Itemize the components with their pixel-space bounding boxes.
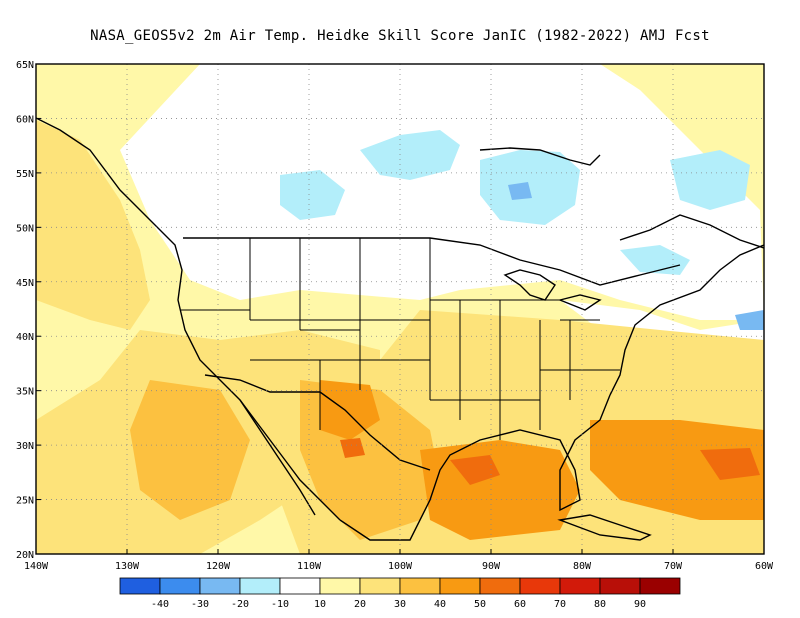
- cool-region-hudson-core: [508, 182, 532, 200]
- gulf-coastline: [339, 394, 611, 541]
- lon-tick-label: 140W: [24, 561, 49, 572]
- colorbar-label: 60: [514, 599, 526, 610]
- colorbar-swatch: [639, 577, 681, 595]
- lon-tick-label: 70W: [664, 561, 683, 572]
- lat-tick-label: 45N: [16, 278, 34, 289]
- colorbar-swatch: [199, 577, 241, 595]
- great-lakes: [503, 269, 602, 311]
- colorbar-label: 50: [474, 599, 486, 610]
- warm-region-atlantic: [590, 420, 764, 520]
- warm-region-northeast-pacific: [36, 120, 150, 330]
- colorbar-label: 40: [434, 599, 446, 610]
- lat-tick-label: 20N: [16, 550, 34, 561]
- colorbar-label: -10: [271, 599, 289, 610]
- lon-tick-label: 120W: [206, 561, 231, 572]
- lat-tick-label: 60N: [16, 114, 34, 125]
- lon-tick-label: 130W: [115, 561, 140, 572]
- colorbar-label: 90: [634, 599, 646, 610]
- lat-tick-label: 35N: [16, 387, 34, 398]
- lon-tick-label: 110W: [297, 561, 322, 572]
- warm-region-new-mexico: [320, 380, 380, 440]
- colorbar-label: 20: [354, 599, 366, 610]
- labrador-coast: [619, 214, 764, 249]
- colorbar-swatch: [559, 577, 601, 595]
- lon-tick-label: 100W: [388, 561, 413, 572]
- atlantic-coastline: [609, 244, 764, 396]
- boundaries-layer: [36, 117, 764, 541]
- warm-region-east-pacific: [130, 380, 250, 520]
- lat-tick-label: 40N: [16, 332, 34, 343]
- lon-tick-label: 60W: [755, 561, 774, 572]
- cool-region-prairies: [280, 170, 345, 220]
- map-title: NASA_GEOS5v2 2m Air Temp. Heidke Skill S…: [90, 28, 710, 44]
- lat-tick-label: 25N: [16, 496, 34, 507]
- north-no-skill-region: [120, 64, 764, 320]
- hudson-bay: [479, 147, 601, 166]
- state-lines: [180, 238, 620, 440]
- colorbar-label: -20: [231, 599, 249, 610]
- latitude-labels: 65N 60N 55N 50N 45N 40N 35N 30N 25N 20N: [16, 60, 41, 561]
- cool-region-atlantic: [735, 310, 764, 330]
- colorbar-swatch: [599, 577, 641, 595]
- colorbar-swatch: [439, 577, 481, 595]
- colorbar-label: -30: [191, 599, 209, 610]
- colorbar-swatch: [279, 577, 321, 595]
- pacific-coastline: [36, 117, 341, 521]
- colorbar-label: -40: [151, 599, 169, 610]
- colorbar-swatch: [399, 577, 441, 595]
- lon-tick-label: 90W: [482, 561, 501, 572]
- warm-region-gulf: [420, 440, 580, 540]
- colorbar-swatch: [359, 577, 401, 595]
- lat-tick-label: 30N: [16, 441, 34, 452]
- lat-tick-label: 55N: [16, 169, 34, 180]
- hot-region-atlantic: [700, 448, 760, 480]
- us-canada-border: [183, 237, 681, 286]
- colorbar-swatch: [479, 577, 521, 595]
- cuba: [557, 514, 652, 541]
- hot-region-texas: [340, 438, 365, 458]
- lat-tick-label: 50N: [16, 223, 34, 234]
- lon-tick-label: 80W: [573, 561, 592, 572]
- colorbar-swatch: [239, 577, 281, 595]
- lat-tick-label: 65N: [16, 60, 34, 71]
- colorbar-swatch: [519, 577, 561, 595]
- colorbar-swatch: [159, 577, 201, 595]
- colorbar-swatch: [119, 577, 161, 595]
- colorbar-label: 80: [594, 599, 606, 610]
- colorbar-label: 30: [394, 599, 406, 610]
- hot-region-gulf: [450, 455, 500, 485]
- colorbar-labels: -40 -30 -20 -10 10 20 30 40 50 60 70 80 90: [151, 599, 646, 610]
- baja-coast: [239, 399, 316, 516]
- cool-region-north-central: [360, 130, 460, 180]
- skill-score-field: [36, 64, 764, 554]
- colorbar-swatch: [319, 577, 361, 595]
- longitude-labels: 140W 130W 120W 110W 100W 90W 80W 70W 60W: [24, 549, 774, 572]
- colorbar-label: 70: [554, 599, 566, 610]
- colorbar-label: 10: [314, 599, 326, 610]
- cool-region-hudson: [480, 150, 580, 225]
- colorbar: [119, 577, 681, 595]
- us-mexico-border: [204, 374, 431, 471]
- east-no-skill-region: [560, 300, 764, 345]
- grid-layer: [36, 64, 764, 554]
- cool-region-labrador: [670, 150, 750, 210]
